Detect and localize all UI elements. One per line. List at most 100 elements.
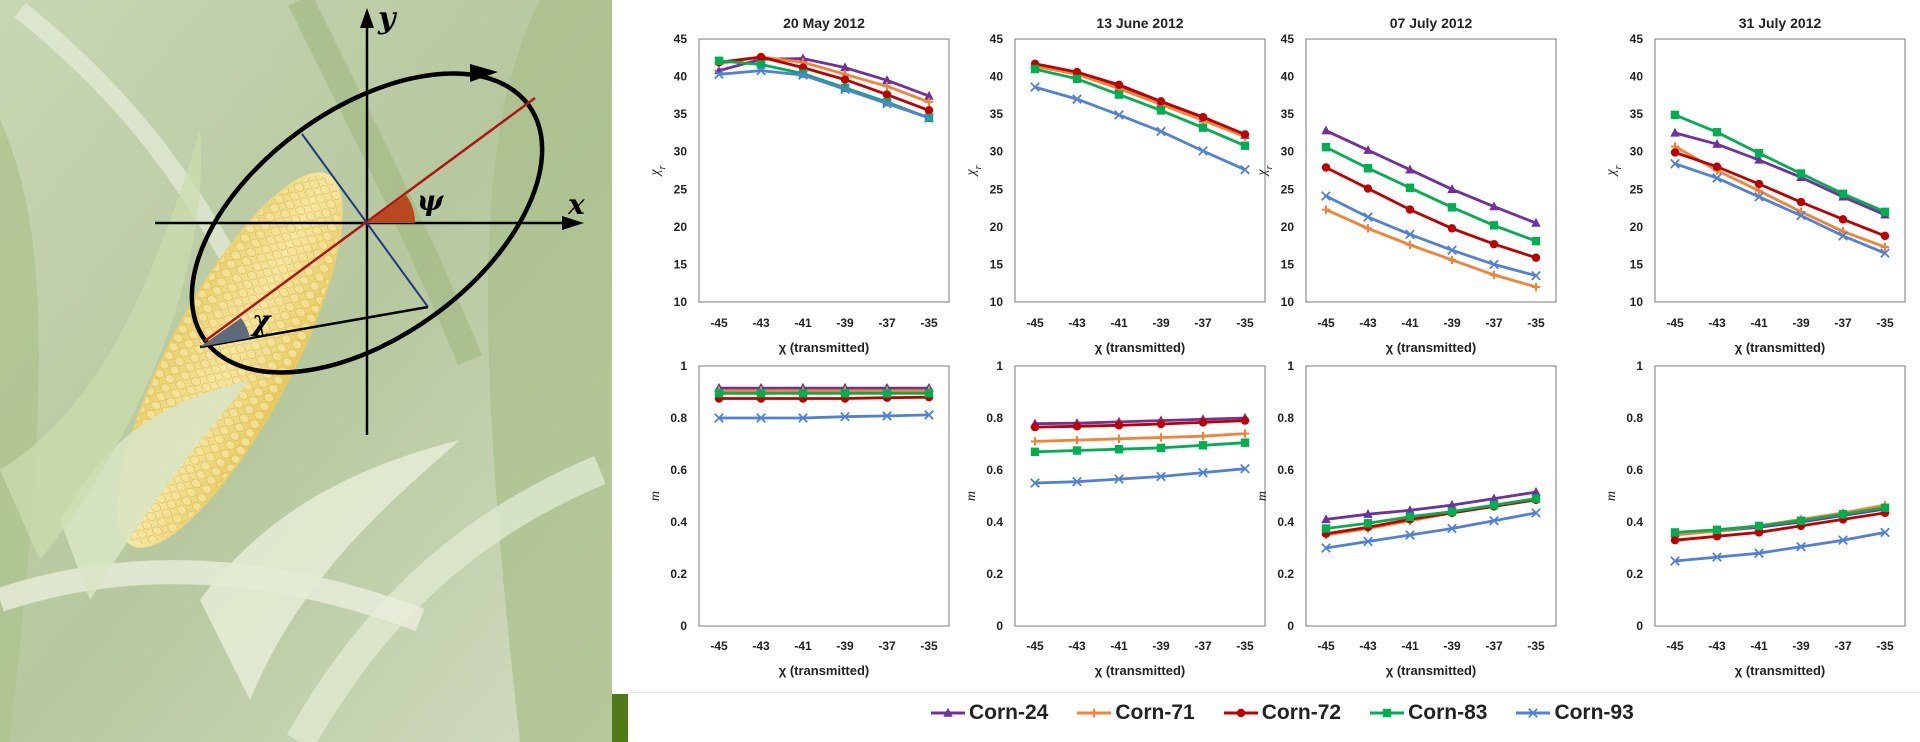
- x-tick-label: -35: [920, 639, 938, 653]
- data-point-corn-93: [798, 70, 808, 80]
- data-point-corn-72: [1156, 97, 1166, 106]
- data-point-corn-93: [1796, 210, 1806, 221]
- x-tick-label: -43: [1708, 639, 1726, 653]
- data-point-corn-83: [1489, 500, 1499, 510]
- data-point-corn-83: [1838, 189, 1848, 198]
- plot-area: [1014, 365, 1266, 627]
- chart-panel-8: 0 0.2 0.4 0.6 0.8 1 -45 -43 -41 -39 -37 -35 χ (trans…: [1604, 359, 1906, 678]
- y-tick-label: 20: [1630, 220, 1644, 234]
- x-axis-label: χ (transmitted): [779, 663, 870, 678]
- y-tick-label: 35: [1630, 107, 1644, 121]
- series-line-corn-72: [719, 395, 930, 400]
- y-tick-label: 0.2: [1626, 567, 1643, 581]
- data-point-corn-24: [1321, 514, 1331, 524]
- corn-polarization-diagram: y x ψ χ: [0, 0, 612, 742]
- data-point-corn-93: [882, 98, 892, 109]
- data-point-corn-72: [1754, 528, 1764, 537]
- legend-label: Corn-83: [1408, 701, 1488, 724]
- series-line-corn-72: [1325, 166, 1537, 260]
- data-point-corn-71: [882, 82, 892, 91]
- legend-marker-corn-93: [1516, 708, 1551, 718]
- x-tick-label: -41: [794, 316, 812, 330]
- x-tick-label: -41: [1401, 639, 1419, 653]
- plot-area: [698, 38, 950, 303]
- series-line-corn-71: [1674, 145, 1886, 249]
- data-point-corn-93: [1712, 173, 1722, 183]
- data-point-corn-24: [1405, 505, 1415, 514]
- legend-marker-shape: [1236, 708, 1245, 718]
- y-tick-label: 45: [1281, 32, 1295, 46]
- data-point-corn-24: [1363, 145, 1373, 154]
- x-tick-label: -43: [1359, 639, 1377, 653]
- photo-leaf: [487, 0, 612, 742]
- data-point-corn-93: [1531, 508, 1541, 518]
- data-point-corn-93: [1531, 270, 1541, 281]
- series-line-corn-93: [1674, 531, 1886, 563]
- data-point-corn-71: [1072, 435, 1082, 445]
- x-tick-label: -43: [1708, 316, 1726, 330]
- series-line-corn-72: [1034, 419, 1246, 429]
- x-tick-label: -39: [1792, 316, 1810, 330]
- data-point-corn-72: [924, 106, 934, 115]
- legend-label: Corn-72: [1261, 701, 1342, 724]
- y-tick-label: 0.4: [986, 515, 1003, 529]
- series-line-corn-24: [1325, 129, 1537, 225]
- x-tick-label: -35: [1876, 639, 1894, 653]
- x-tick-label: -43: [1068, 639, 1086, 653]
- data-point-corn-72: [1198, 418, 1208, 427]
- y-tick-label: 0.6: [986, 463, 1003, 477]
- data-point-corn-24: [1447, 499, 1457, 509]
- x-tick-label: -45: [1026, 639, 1044, 653]
- chart-panel-7: 0 0.2 0.4 0.6 0.8 1 -45 -43 -41 -39 -37 -35 χ (trans…: [1255, 359, 1557, 678]
- data-point-corn-72: [1240, 416, 1250, 425]
- data-point-corn-93: [1880, 527, 1890, 538]
- data-point-corn-72: [1240, 130, 1250, 139]
- data-point-corn-72: [1670, 536, 1680, 545]
- y-tick-label: 15: [990, 257, 1004, 271]
- data-point-corn-24: [1754, 154, 1764, 164]
- x-tick-label: -43: [752, 639, 770, 653]
- data-point-corn-71: [1321, 205, 1331, 214]
- data-point-corn-71: [1156, 433, 1166, 442]
- data-point-corn-71: [1198, 432, 1208, 441]
- data-point-corn-83: [756, 389, 766, 398]
- y-tick-label: 0.6: [1626, 463, 1643, 477]
- legend-item-corn-83: Corn-83: [1369, 701, 1487, 725]
- x-tick-label: -43: [1068, 316, 1086, 330]
- y-tick-label: 40: [674, 70, 688, 84]
- series-line-corn-93: [718, 69, 930, 120]
- data-point-corn-83: [1321, 524, 1331, 533]
- data-point-corn-72: [1754, 179, 1764, 189]
- x-tick-label: -35: [1236, 316, 1254, 330]
- data-point-corn-71: [1531, 282, 1541, 292]
- data-point-corn-72: [1030, 422, 1040, 432]
- data-point-corn-83: [1712, 127, 1722, 137]
- x-tick-label: -41: [1110, 316, 1128, 330]
- x-axis-label: χ (transmitted): [1386, 340, 1477, 355]
- y-tick-label: 0.6: [1277, 463, 1294, 477]
- data-point-corn-93: [1880, 248, 1890, 258]
- data-point-corn-93: [840, 84, 850, 95]
- data-point-corn-83: [1754, 149, 1764, 158]
- legend-marker-shape: [1528, 708, 1539, 718]
- series-line-corn-71: [1325, 208, 1537, 289]
- data-point-corn-72: [1114, 421, 1124, 430]
- x-tick-label: -37: [1485, 639, 1503, 653]
- data-point-corn-71: [1114, 434, 1124, 443]
- data-point-corn-83: [1447, 203, 1457, 212]
- x-axis-label: χ (transmitted): [1386, 663, 1477, 678]
- x-tick-label: -35: [1527, 639, 1545, 653]
- data-point-corn-93: [840, 411, 850, 422]
- data-point-corn-83: [714, 389, 724, 398]
- data-point-corn-24: [840, 62, 850, 72]
- data-point-corn-93: [1240, 463, 1250, 474]
- husk-leaf: [200, 440, 460, 700]
- data-point-corn-72: [1880, 231, 1890, 241]
- data-point-corn-93: [1796, 541, 1806, 552]
- chart-title: 13 June 2012: [1096, 15, 1183, 31]
- x-tick-label: -45: [1317, 316, 1335, 330]
- chart-title: 20 May 2012: [783, 15, 865, 31]
- data-point-corn-24: [798, 53, 808, 63]
- x-tick-label: -39: [836, 639, 854, 653]
- y-tick-label: 1: [996, 359, 1003, 373]
